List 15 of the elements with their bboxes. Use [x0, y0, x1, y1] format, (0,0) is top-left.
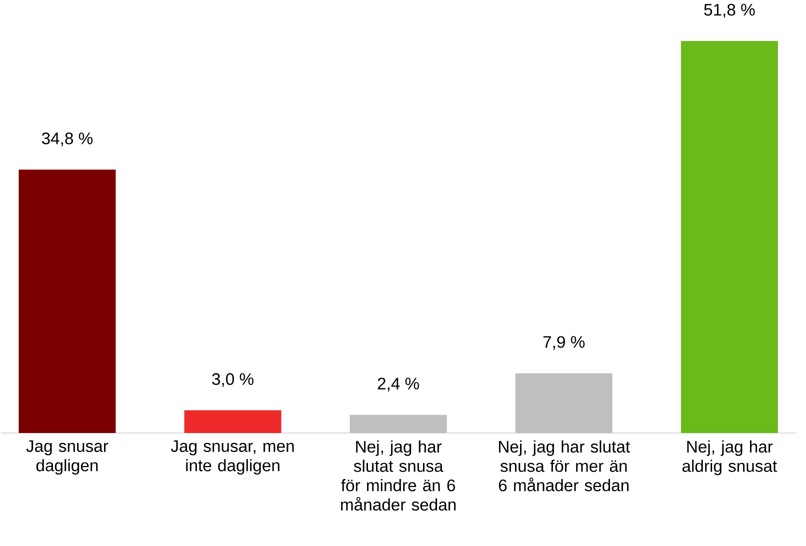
x-tick-label: Nej, jag har slutat snusa för mindre än 6 månader sedan — [341, 440, 456, 511]
bar — [18, 170, 116, 433]
bar — [350, 414, 447, 433]
x-tick-label: Nej, jag har aldrig snusat — [682, 440, 778, 476]
data-label: 7,9 % — [543, 336, 585, 350]
data-label: 51,8 % — [704, 4, 755, 18]
x-tick-label: Jag snusar, men inte dagligen — [170, 440, 294, 475]
x-tick-label: Jag snusar dagligen — [26, 440, 108, 475]
data-label: 34,8 % — [42, 132, 93, 146]
data-label: 2,4 % — [378, 378, 420, 392]
x-tick-label: Nej, jag har slutat snusa för mer än 6 månader sedan — [498, 440, 630, 492]
bar — [184, 410, 282, 433]
bar — [680, 40, 778, 433]
bar — [515, 373, 612, 433]
data-label: 3,0 % — [212, 373, 254, 387]
